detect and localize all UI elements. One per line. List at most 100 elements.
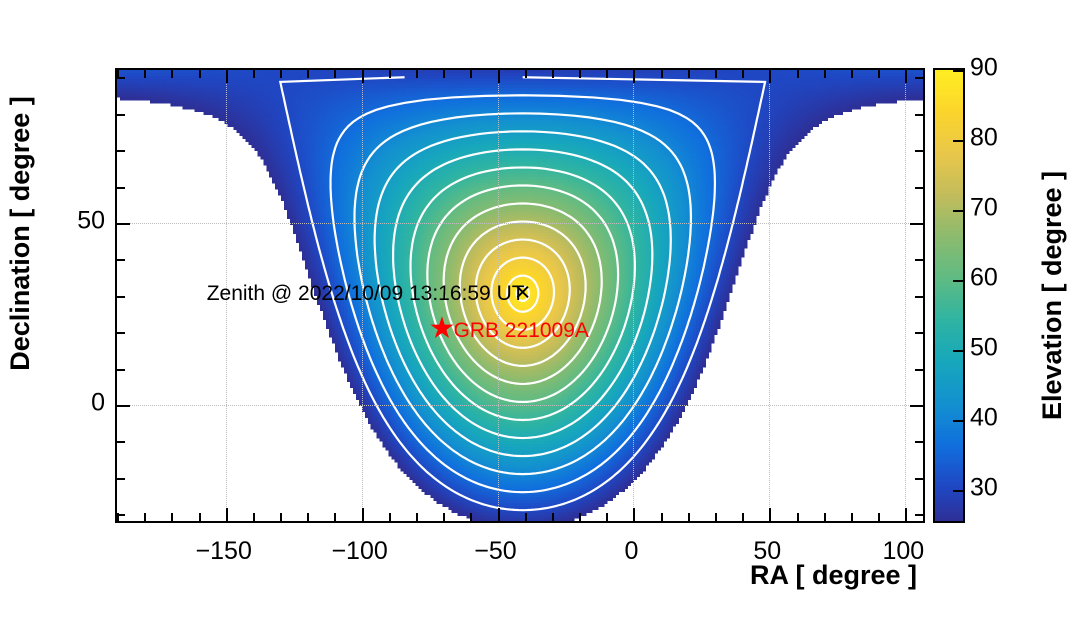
x-tick [715, 513, 717, 521]
zenith-marker-icon: × [515, 278, 531, 306]
x-tick [198, 513, 201, 521]
x-tick-top [633, 70, 636, 83]
colorbar-title-text: Elevation [ degree ] [1037, 171, 1068, 420]
y-tick-right [915, 150, 923, 153]
x-tick-top [361, 70, 364, 83]
x-tick-top [606, 70, 609, 78]
x-tick-top [470, 70, 473, 78]
y-tick [117, 295, 125, 298]
x-tick-label: −100 [331, 537, 387, 566]
y-tick [117, 477, 125, 480]
colorbar [933, 68, 965, 523]
y-tick [117, 332, 125, 335]
x-tick [443, 513, 446, 521]
x-tick-top [117, 70, 119, 78]
x-tick-label: −150 [196, 537, 252, 566]
colorbar-tick [953, 140, 964, 142]
y-tick-right [915, 441, 923, 444]
x-tick [878, 513, 881, 521]
x-tick [660, 513, 663, 521]
gridline-vertical [361, 70, 363, 521]
x-tick-top [334, 70, 337, 78]
x-tick [117, 513, 119, 521]
x-tick-top [307, 70, 310, 78]
x-tick [579, 513, 582, 521]
x-tick-label: 100 [882, 537, 924, 566]
x-tick-top [416, 70, 418, 78]
plot-frame: Zenith @ 2022/10/09 13:16:59 UT × ★ GRB 221… [115, 68, 925, 523]
y-tick-right [915, 259, 923, 262]
y-tick [117, 113, 125, 116]
x-tick-top [823, 70, 826, 78]
x-tick [497, 508, 500, 521]
x-tick [769, 508, 772, 521]
y-tick-right [915, 295, 923, 298]
x-tick-label: 50 [753, 537, 781, 566]
colorbar-tick-label: 50 [970, 334, 998, 363]
x-tick-top [579, 70, 582, 78]
y-tick-right [910, 404, 923, 407]
y-axis-title-text: Declination [ degree ] [5, 96, 36, 371]
x-tick-top [198, 70, 201, 78]
colorbar-tick-label: 70 [970, 194, 998, 223]
y-tick-label: 0 [57, 388, 105, 417]
y-tick-right [915, 514, 923, 517]
x-tick-top [388, 70, 391, 78]
x-tick-top [497, 70, 500, 83]
x-axis-title: RA [ degree ] [0, 560, 925, 591]
x-tick [524, 513, 527, 521]
y-tick [117, 368, 125, 371]
x-tick-top [252, 70, 255, 78]
x-tick-top [742, 70, 745, 78]
y-tick [117, 259, 125, 262]
colorbar-tick-label: 40 [970, 404, 998, 433]
y-tick-right [915, 332, 923, 335]
y-tick-right [915, 368, 923, 371]
y-tick [117, 222, 130, 225]
x-tick-top [905, 70, 908, 83]
x-tick-top [171, 70, 174, 78]
x-tick-top [280, 70, 283, 78]
y-tick [117, 150, 125, 153]
x-tick [687, 513, 690, 521]
x-tick [388, 513, 391, 521]
y-tick [117, 186, 125, 189]
x-tick-top [796, 70, 799, 78]
x-tick [606, 513, 609, 521]
y-tick-label: 50 [57, 206, 105, 235]
gridline-vertical [225, 70, 227, 521]
x-tick-top [144, 70, 147, 78]
gridline-horizontal [117, 404, 923, 406]
x-tick-top [660, 70, 663, 78]
y-tick [117, 514, 125, 517]
y-tick-right [915, 77, 923, 80]
colorbar-tick-label: 90 [970, 54, 998, 83]
x-tick-top [878, 70, 881, 78]
zenith-annotation-label: Zenith @ 2022/10/09 13:16:59 UT [207, 282, 525, 306]
x-tick-top [524, 70, 527, 78]
x-tick [416, 513, 418, 521]
x-tick [171, 513, 174, 521]
grb-annotation-label: GRB 221009A [453, 319, 588, 343]
grb-marker-icon: ★ [428, 313, 455, 344]
x-tick [850, 513, 853, 521]
colorbar-tick [953, 280, 964, 282]
gridline-vertical [905, 70, 907, 521]
y-tick [117, 404, 130, 407]
y-axis-title: Declination [ degree ] [0, 68, 40, 523]
colorbar-tick [953, 490, 964, 492]
x-tick [742, 513, 745, 521]
y-tick-right [910, 222, 923, 225]
x-tick-label: 0 [624, 537, 638, 566]
x-tick [307, 513, 310, 521]
colorbar-tick-label: 30 [970, 474, 998, 503]
colorbar-tick [953, 210, 964, 212]
x-tick [252, 513, 255, 521]
colorbar-tick [953, 70, 964, 72]
x-tick [280, 513, 283, 521]
x-tick-top [687, 70, 690, 78]
colorbar-tick-label: 80 [970, 124, 998, 153]
x-tick [334, 513, 337, 521]
gridline-horizontal [117, 222, 923, 224]
